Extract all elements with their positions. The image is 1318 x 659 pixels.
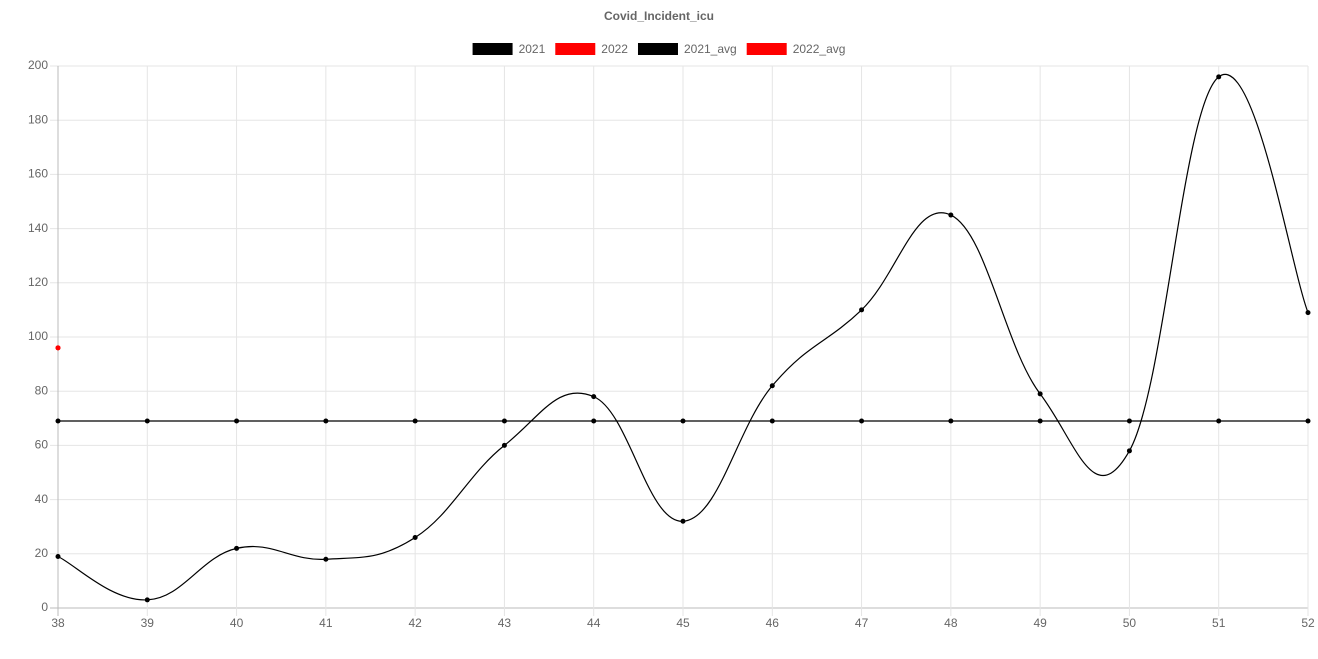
chart-title: Covid_Incident_icu	[604, 9, 714, 23]
legend-item: 2021_avg	[637, 42, 737, 56]
y-tick-label: 160	[28, 167, 48, 181]
point	[1037, 391, 1043, 397]
point	[323, 556, 329, 562]
legend-swatch	[637, 43, 678, 55]
y-tick-label: 100	[28, 329, 48, 343]
point	[1126, 448, 1132, 454]
point	[234, 545, 240, 551]
point	[1305, 418, 1311, 424]
x-tick-label: 42	[408, 616, 422, 630]
y-tick-label: 0	[41, 600, 48, 614]
legend-swatch	[746, 43, 787, 55]
x-tick-label: 41	[319, 616, 333, 630]
x-tick-label: 52	[1301, 616, 1315, 630]
legend-label: 2021_avg	[684, 42, 737, 56]
x-tick-label: 48	[944, 616, 958, 630]
point	[323, 418, 329, 424]
legend-label: 2021	[519, 42, 546, 56]
x-tick-label: 40	[230, 616, 244, 630]
point	[1216, 74, 1222, 80]
y-tick-label: 60	[35, 438, 49, 452]
x-tick-label: 43	[498, 616, 512, 630]
point	[234, 418, 240, 424]
y-tick-label: 20	[35, 546, 49, 560]
x-tick-label: 38	[51, 616, 65, 630]
point	[412, 418, 418, 424]
point	[769, 418, 775, 424]
x-tick-label: 45	[676, 616, 690, 630]
point	[680, 518, 686, 524]
point	[144, 418, 150, 424]
point	[144, 597, 150, 603]
y-tick-label: 200	[28, 58, 48, 72]
legend-item: 2022	[555, 42, 628, 56]
series-line	[57, 73, 1309, 601]
point	[1037, 418, 1043, 424]
point	[501, 442, 507, 448]
legend-label: 2022_avg	[793, 42, 846, 56]
point	[591, 394, 597, 400]
point	[591, 418, 597, 424]
legend-item: 2022_avg	[746, 42, 846, 56]
legend-swatch	[472, 43, 513, 55]
point	[1126, 418, 1132, 424]
x-tick-label: 46	[766, 616, 780, 630]
point	[55, 554, 61, 560]
legend: 2021 2022 2021_avg 2022_avg	[472, 42, 846, 56]
point	[859, 307, 865, 313]
y-tick-label: 140	[28, 221, 48, 235]
legend-swatch	[555, 43, 596, 55]
x-tick-label: 49	[1033, 616, 1047, 630]
point	[412, 535, 418, 541]
x-tick-label: 51	[1212, 616, 1226, 630]
point	[769, 383, 775, 389]
x-tick-label: 47	[855, 616, 869, 630]
point	[1305, 310, 1311, 316]
y-tick-label: 120	[28, 275, 48, 289]
point	[55, 418, 61, 424]
point	[948, 212, 954, 218]
legend-label: 2022	[601, 42, 628, 56]
point	[55, 345, 61, 351]
x-tick-label: 50	[1123, 616, 1137, 630]
legend-item: 2021	[472, 42, 546, 56]
point	[859, 418, 865, 424]
point	[1216, 418, 1222, 424]
x-tick-label: 39	[141, 616, 155, 630]
y-tick-label: 40	[35, 492, 49, 506]
point	[501, 418, 507, 424]
y-tick-label: 180	[28, 112, 48, 126]
x-tick-label: 44	[587, 616, 601, 630]
point	[948, 418, 954, 424]
y-tick-label: 80	[35, 383, 49, 397]
point	[680, 418, 686, 424]
